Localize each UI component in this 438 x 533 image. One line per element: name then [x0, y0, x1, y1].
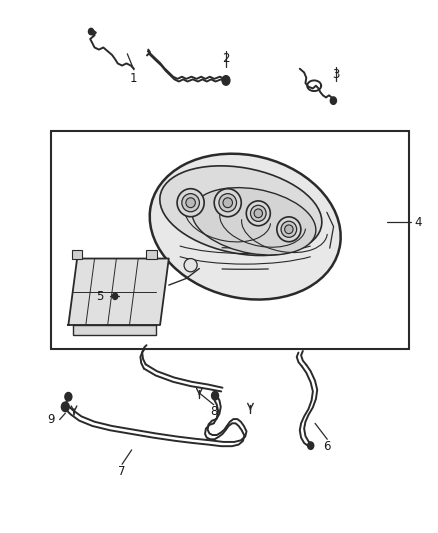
- Polygon shape: [68, 259, 169, 325]
- Text: 4: 4: [414, 216, 421, 229]
- Circle shape: [113, 293, 118, 300]
- Ellipse shape: [150, 154, 341, 300]
- Ellipse shape: [277, 217, 301, 241]
- Ellipse shape: [182, 193, 199, 212]
- Circle shape: [307, 442, 314, 449]
- Text: 1: 1: [130, 72, 138, 85]
- Ellipse shape: [214, 189, 241, 217]
- Circle shape: [88, 28, 94, 35]
- Circle shape: [222, 76, 230, 85]
- Ellipse shape: [251, 205, 266, 221]
- Circle shape: [330, 97, 336, 104]
- Ellipse shape: [192, 188, 316, 255]
- Bar: [51, 131, 409, 349]
- Text: 8: 8: [210, 405, 217, 417]
- Ellipse shape: [285, 225, 293, 233]
- Ellipse shape: [254, 209, 262, 217]
- Ellipse shape: [177, 189, 204, 217]
- Ellipse shape: [184, 259, 197, 272]
- Bar: [72, 250, 82, 259]
- Ellipse shape: [219, 193, 237, 212]
- FancyBboxPatch shape: [73, 325, 155, 335]
- Ellipse shape: [281, 221, 297, 237]
- Text: 2: 2: [222, 52, 230, 64]
- Ellipse shape: [160, 166, 322, 255]
- Text: 7: 7: [118, 465, 126, 478]
- Ellipse shape: [186, 198, 195, 208]
- Bar: [146, 250, 156, 259]
- Circle shape: [212, 391, 219, 400]
- Text: 5: 5: [96, 290, 104, 303]
- Circle shape: [65, 392, 72, 401]
- Text: 6: 6: [324, 440, 331, 453]
- Text: 9: 9: [47, 413, 55, 426]
- Circle shape: [61, 402, 69, 411]
- Ellipse shape: [246, 201, 270, 226]
- Ellipse shape: [223, 198, 233, 208]
- Text: 3: 3: [332, 68, 340, 80]
